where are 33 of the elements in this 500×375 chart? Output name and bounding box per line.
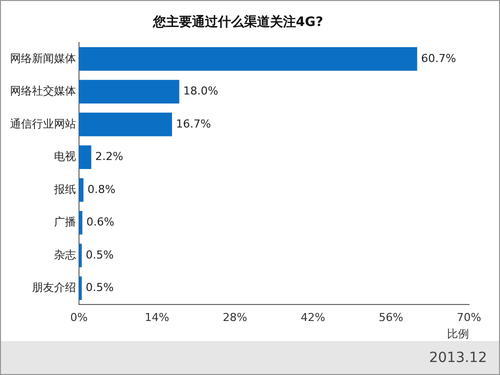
x-tick-label: 28%: [222, 311, 248, 324]
data-label: 0.6%: [86, 216, 114, 229]
text: 2013.12: [429, 350, 487, 366]
x-axis-title: 比例: [447, 327, 469, 340]
x-tick-label: 0%: [70, 311, 88, 324]
bar: [79, 178, 84, 202]
data-label: 0.5%: [86, 248, 114, 262]
y-tick-label: 朋友介绍: [32, 281, 76, 294]
y-tick-label: 杂志: [54, 248, 76, 262]
bar: [79, 276, 82, 300]
bar: [79, 210, 82, 235]
data-label: 0.5%: [86, 281, 114, 294]
bar: [79, 244, 82, 268]
y-tick-label: 电视: [54, 150, 76, 164]
x-tick-label: 70%: [456, 311, 482, 324]
bar: [79, 47, 418, 71]
bar: [79, 80, 180, 104]
y-tick-label: 广播: [54, 216, 76, 229]
y-tick-label: 网络社交媒体: [10, 84, 76, 98]
x-tick-label: 42%: [300, 311, 326, 324]
y-tick-label: 报纸: [53, 182, 76, 196]
data-label: 60.7%: [421, 52, 456, 65]
bar: [79, 145, 92, 170]
y-tick-label: 通信行业网站: [10, 117, 76, 130]
bar: [79, 112, 172, 136]
x-tick-label: 56%: [378, 311, 404, 324]
data-label: 16.7%: [176, 117, 211, 130]
chart-title: 您主要通过什么渠道关注4G?: [152, 14, 324, 30]
y-tick-label: 网络新闻媒体: [10, 52, 76, 65]
data-label: 2.2%: [95, 150, 124, 164]
data-label: 0.8%: [87, 182, 116, 196]
x-tick-label: 14%: [144, 311, 170, 324]
data-label: 18.0%: [183, 84, 218, 98]
